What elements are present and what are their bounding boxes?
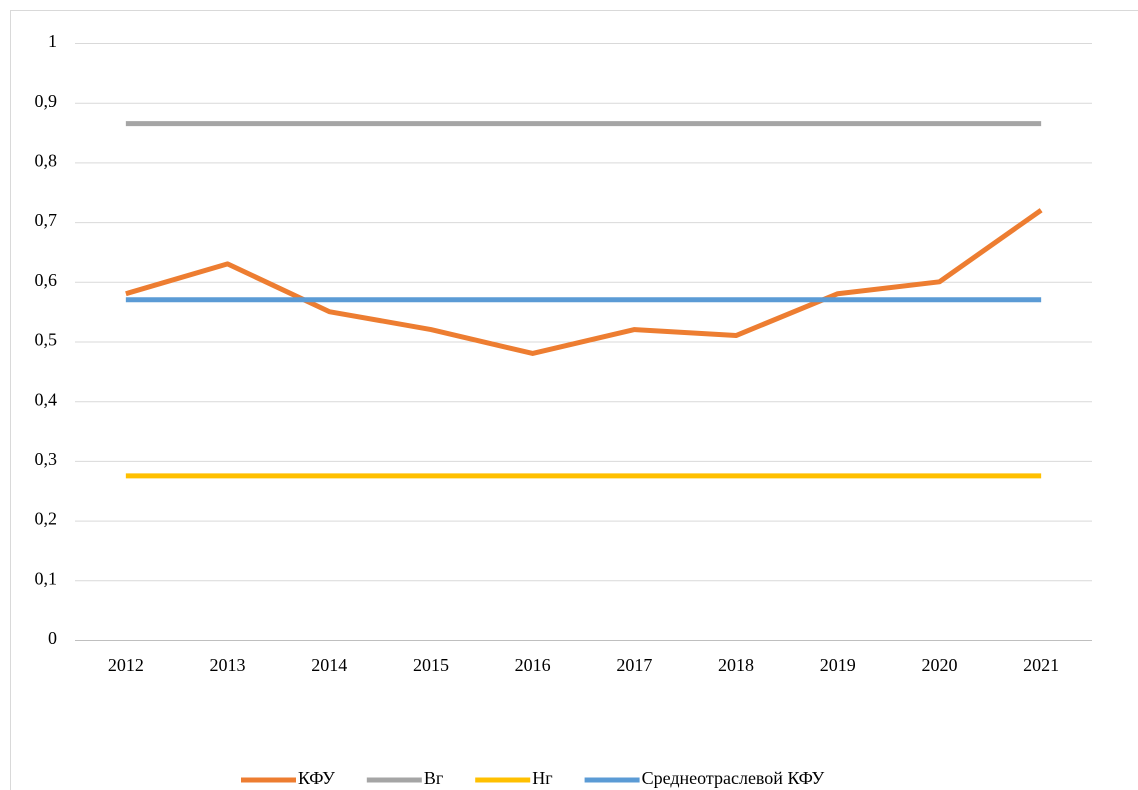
x-tick-label: 2016 xyxy=(515,655,551,675)
x-tick-label: 2018 xyxy=(718,655,754,675)
y-tick-label: 0,6 xyxy=(35,270,58,290)
legend-label: КФУ xyxy=(298,768,335,788)
y-tick-label: 0,3 xyxy=(35,449,58,469)
x-tick-label: 2019 xyxy=(820,655,856,675)
series-line xyxy=(125,208,1043,356)
y-tick-label: 0,1 xyxy=(35,568,58,588)
legend-label: Вг xyxy=(424,768,443,788)
y-tick-label: 0,8 xyxy=(35,151,58,171)
x-tick-label: 2013 xyxy=(210,655,246,675)
y-tick-label: 0,4 xyxy=(35,389,58,409)
y-tick-label: 0,7 xyxy=(35,210,58,230)
y-tick-label: 0,9 xyxy=(35,91,58,111)
x-tick-label: 2012 xyxy=(108,655,144,675)
x-tick-label: 2021 xyxy=(1023,655,1059,675)
y-tick-label: 0,2 xyxy=(35,509,58,529)
legend-label: Нг xyxy=(532,768,552,788)
legend-label: Среднеотраслевой КФУ xyxy=(642,768,825,788)
x-tick-label: 2015 xyxy=(413,655,449,675)
y-tick-label: 0,5 xyxy=(35,330,58,350)
x-tick-label: 2014 xyxy=(311,655,347,675)
y-tick-label: 1 xyxy=(48,31,57,51)
x-tick-label: 2020 xyxy=(921,655,957,675)
x-tick-label: 2017 xyxy=(616,655,652,675)
chart-border xyxy=(10,10,1138,790)
y-tick-label: 0 xyxy=(48,628,57,648)
